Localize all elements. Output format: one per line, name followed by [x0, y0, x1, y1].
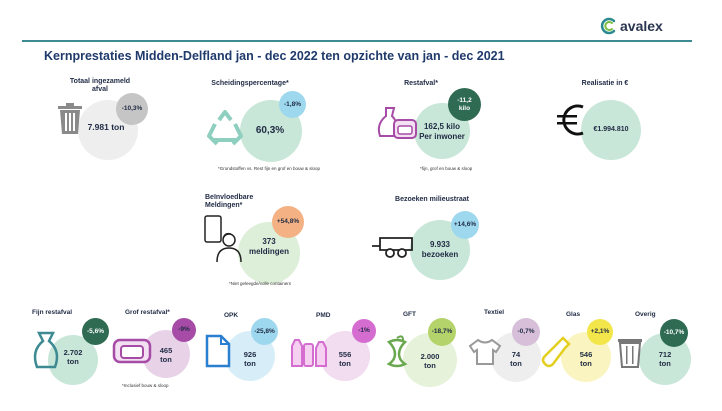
stream-overig-value: 712 ton [645, 350, 685, 369]
stream-textiel-label: Textiel [484, 309, 505, 316]
restafval-change-value: -11,2 [457, 97, 472, 105]
milieustraat-value: 9.933 bezoeken [415, 240, 465, 259]
scheiding-label: Scheidingspercentage* [211, 80, 289, 87]
stream-gft-unit: ton [424, 361, 436, 371]
stream-glas-label: Glas [566, 311, 581, 318]
totaal-value: 7.981 ton [87, 122, 125, 132]
totaal-label: Totaal ingezameld afval [60, 78, 140, 95]
phone-caller-icon [204, 215, 242, 263]
milieustraat-value-line2: bezoeken [421, 249, 459, 259]
trailer-icon [372, 237, 413, 258]
stream-textiel-number: 74 [511, 350, 521, 359]
meldingen-value-line2: meldingen [248, 246, 289, 256]
meldingen-change-badge: +54,8% [272, 206, 304, 238]
stream-pmd-number: 556 [338, 350, 352, 359]
stream-fijn-change-badge: -5,6% [82, 318, 109, 345]
restafval-change-badge: -11,2 kilo [448, 88, 481, 121]
realisatie-value: €1.994.810 [593, 126, 629, 133]
stream-fijn-unit: ton [67, 357, 79, 367]
totaal-label-line2: afval [92, 86, 108, 94]
recycle-icon [207, 110, 243, 146]
milieustraat-label: Bezoeken milieustraat [395, 196, 469, 203]
stream-pmd-unit: ton [339, 359, 351, 369]
stream-gft-change-badge: -18,7% [428, 318, 456, 346]
armchair-icon [112, 338, 152, 364]
stream-opk-number: 926 [243, 350, 257, 359]
scheiding-change-badge: -1,8% [279, 91, 306, 118]
restafval-value-line2: Per inwoner [419, 131, 465, 141]
restafval-note: *fijn, grof en bouw & sloop [420, 166, 473, 171]
euro-icon [557, 104, 584, 136]
milieustraat-change-badge: +14,6% [451, 211, 479, 239]
tshirt-icon [468, 338, 502, 365]
stream-opk-label: OPK [224, 312, 239, 319]
stream-overig-number: 712 [658, 350, 672, 359]
stream-gft-label: GFT [403, 311, 416, 318]
glass-bottle-icon [541, 336, 571, 368]
stream-textiel-change-badge: -0,7% [512, 318, 540, 346]
stream-pmd-label: PMD [316, 312, 331, 319]
bottles-cans-icon [291, 339, 327, 367]
trash-bin-icon [58, 103, 82, 134]
stream-gft-value: 2.000 ton [410, 352, 450, 371]
stream-opk-change-badge: -25,8% [251, 318, 278, 345]
stream-pmd-value: 556 ton [325, 350, 365, 369]
realisatie-circle [581, 100, 641, 160]
scheiding-value: 60,3% [255, 125, 285, 136]
milieustraat-value-line1: 9.933 [429, 240, 451, 249]
totaal-change-badge: -10,3% [116, 93, 148, 125]
stream-fijn-value: 2.702 ton [53, 348, 93, 367]
restafval-change-unit: kilo [458, 104, 471, 112]
stream-pmd-change-badge: -1% [352, 319, 376, 343]
stream-glas-number: 546 [579, 350, 593, 359]
stream-grof-unit: ton [160, 355, 172, 365]
waste-bag-and-chair-icon [377, 107, 417, 139]
apple-core-icon [386, 335, 408, 368]
header-rule [22, 40, 692, 42]
meldingen-label-line2: Meldingen* [205, 202, 243, 210]
stream-grof-value: 465 ton [146, 346, 186, 365]
brand-name: avalex [620, 18, 663, 34]
stream-gft-number: 2.000 [420, 352, 440, 361]
stream-textiel-value: 74 ton [496, 350, 536, 369]
paper-document-icon [205, 334, 231, 368]
scheiding-note: *Grondstoffen vs. Rest fijn en grof en b… [218, 166, 320, 171]
stream-overig-unit: ton [659, 359, 671, 369]
waste-bag-icon [33, 331, 59, 369]
meldingen-value: 373 meldingen [244, 237, 294, 256]
restafval-value: 162,5 kilo Per inwoner [414, 122, 470, 141]
realisatie-label: Realisatie in € [581, 80, 629, 87]
stream-glas-unit: ton [580, 359, 592, 369]
stream-opk-value: 926 ton [230, 350, 270, 369]
restafval-value-line1: 162,5 kilo [423, 122, 461, 131]
stream-glas-value: 546 ton [566, 350, 606, 369]
meldingen-label: Beïnvloedbare Meldingen* [205, 194, 273, 211]
restafval-label: Restafval* [404, 80, 438, 87]
stream-grof-label: Grof restafval* [125, 309, 170, 316]
avalex-logo-icon [600, 17, 616, 35]
stream-grof-change-badge: -9% [172, 318, 196, 342]
stream-overig-label: Overig [635, 311, 656, 318]
stream-textiel-unit: ton [510, 359, 522, 369]
stream-grof-note: *Inclusief bouw & sloop [122, 383, 169, 388]
stream-glas-change-badge: +2,1% [587, 319, 613, 345]
meldingen-label-line1: Beïnvloedbare [205, 194, 254, 201]
meldingen-value-line1: 373 [262, 237, 276, 246]
meldingen-note: *Niet geleegde/volle containers [229, 281, 292, 286]
container-bin-icon [618, 339, 642, 368]
stream-fijn-label: Fijn restafval [32, 309, 73, 316]
avalex-logo: avalex [600, 16, 670, 36]
page-title: Kernprestaties Midden-Delfland jan - dec… [44, 49, 505, 63]
stream-opk-unit: ton [244, 359, 256, 369]
stream-fijn-number: 2.702 [63, 348, 83, 357]
totaal-label-line1: Totaal ingezameld [69, 78, 131, 85]
stream-grof-number: 465 [159, 346, 173, 355]
stream-overig-change-badge: -10,7% [660, 319, 688, 347]
